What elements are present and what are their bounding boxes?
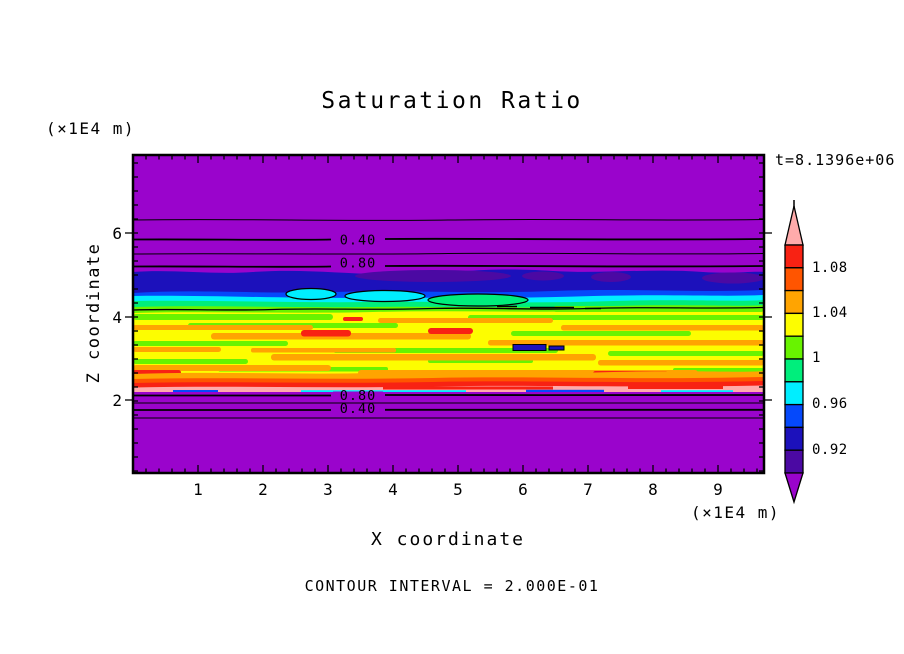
cyan-loop [285, 287, 337, 301]
field-streak [661, 390, 733, 393]
colorbar [779, 199, 809, 509]
field-streak [251, 348, 396, 353]
green-loop [427, 293, 529, 307]
colorbar-segment [784, 312, 804, 337]
contour-0.2-top [132, 219, 765, 221]
colorbar-segment [784, 358, 804, 383]
field-streak [383, 386, 553, 390]
indigo-patch [591, 272, 631, 282]
field-streak [628, 386, 723, 389]
field-streak [301, 390, 466, 393]
navy-dash [548, 345, 565, 351]
label-mask [333, 391, 383, 403]
y-axis-unit-label: (×1E4 m) [46, 119, 136, 138]
plot-field: 0.40 0.80 0.80 0.40 [125, 153, 772, 475]
colorbar-segment [784, 289, 804, 315]
colorbar-segment [784, 403, 804, 429]
colorbar-arrow-under [784, 472, 804, 505]
contour-interval-note: CONTOUR INTERVAL = 2.000E-01 [304, 577, 600, 595]
contour-dash [497, 305, 601, 310]
contour-line-labels: 0.40 0.80 0.80 0.40 [333, 233, 383, 417]
field-streak [526, 389, 604, 393]
field-streak [301, 330, 351, 337]
x-axis-title: X coordinate [370, 529, 526, 550]
plot-border [131, 153, 766, 475]
colorbar-label-0.92: 0.92 [812, 442, 848, 458]
field-streak [673, 341, 764, 346]
contour-label: 0.40 [340, 401, 377, 417]
colorbar-segment [784, 244, 804, 269]
field-streak [561, 325, 764, 331]
label-mask [333, 256, 383, 270]
time-stamp-label: t=8.1396e+06 [775, 151, 896, 169]
field-streak [378, 318, 553, 323]
field-streak [511, 331, 691, 336]
contour-0.4-top [132, 237, 765, 241]
saturated-layer [133, 269, 764, 473]
contour-label: 0.40 [340, 233, 377, 249]
x-tick-label-2: 2 [258, 480, 268, 499]
y-tick-label-6: 6 [112, 224, 122, 243]
cyan-loop [344, 289, 426, 303]
contour-0.8-bottom [132, 393, 765, 397]
field-streak [133, 314, 333, 320]
x-tick-label-5: 5 [453, 480, 463, 499]
colorbar-label-1: 1 [812, 350, 821, 366]
contour-0.6-top [132, 252, 765, 255]
x-axis-unit-label: (×1E4 m) [690, 503, 780, 522]
x-tick-label-9: 9 [713, 480, 723, 499]
colorbar-segment [784, 267, 804, 292]
colorbar-segment [784, 449, 804, 474]
colorbar-svg [784, 200, 804, 505]
field-streak [133, 341, 288, 346]
label-mask [333, 233, 383, 247]
x-tick-label-6: 6 [518, 480, 528, 499]
navy-dash [512, 344, 547, 351]
colorbar-arrow-over [784, 205, 804, 246]
contour-label: 0.80 [340, 388, 377, 404]
contour-lines [132, 219, 765, 419]
label-mask [333, 403, 383, 415]
plot-area: 0.40 0.80 0.80 0.40 [125, 153, 772, 475]
indigo-patch [702, 272, 764, 284]
colorbar-segment [784, 426, 804, 451]
field-streak [271, 354, 596, 361]
field-streak [133, 365, 331, 371]
y-tick-label-2: 2 [112, 391, 122, 410]
contour-1.0 [132, 306, 765, 311]
x-tick-label-4: 4 [388, 480, 398, 499]
y-tick-label-4: 4 [112, 308, 122, 327]
x-tick-label-8: 8 [648, 480, 658, 499]
colorbar-segment [784, 335, 804, 360]
field-streak [608, 351, 764, 356]
x-tick-label-1: 1 [193, 480, 203, 499]
field-streak [133, 359, 248, 364]
indigo-patch [522, 271, 564, 281]
field-streak [133, 347, 221, 352]
x-tick-label-3: 3 [323, 480, 333, 499]
x-tick-label-7: 7 [583, 480, 593, 499]
indigo-patch [355, 270, 511, 282]
field-streak [428, 328, 473, 334]
colorbar-label-0.96: 0.96 [812, 396, 848, 412]
colorbar-label-1.04: 1.04 [812, 305, 848, 321]
field-streak [133, 325, 313, 330]
colorbar-label-1.08: 1.08 [812, 260, 848, 276]
colorbar-segment [784, 381, 804, 406]
contour-0.8-top [132, 264, 765, 268]
band-purple-bottom [133, 392, 764, 473]
field-streak [343, 317, 363, 321]
chart-title: Saturation Ratio [321, 88, 583, 114]
contour-label: 0.80 [340, 256, 377, 272]
field-streak [173, 390, 218, 393]
field-streak [598, 360, 764, 366]
